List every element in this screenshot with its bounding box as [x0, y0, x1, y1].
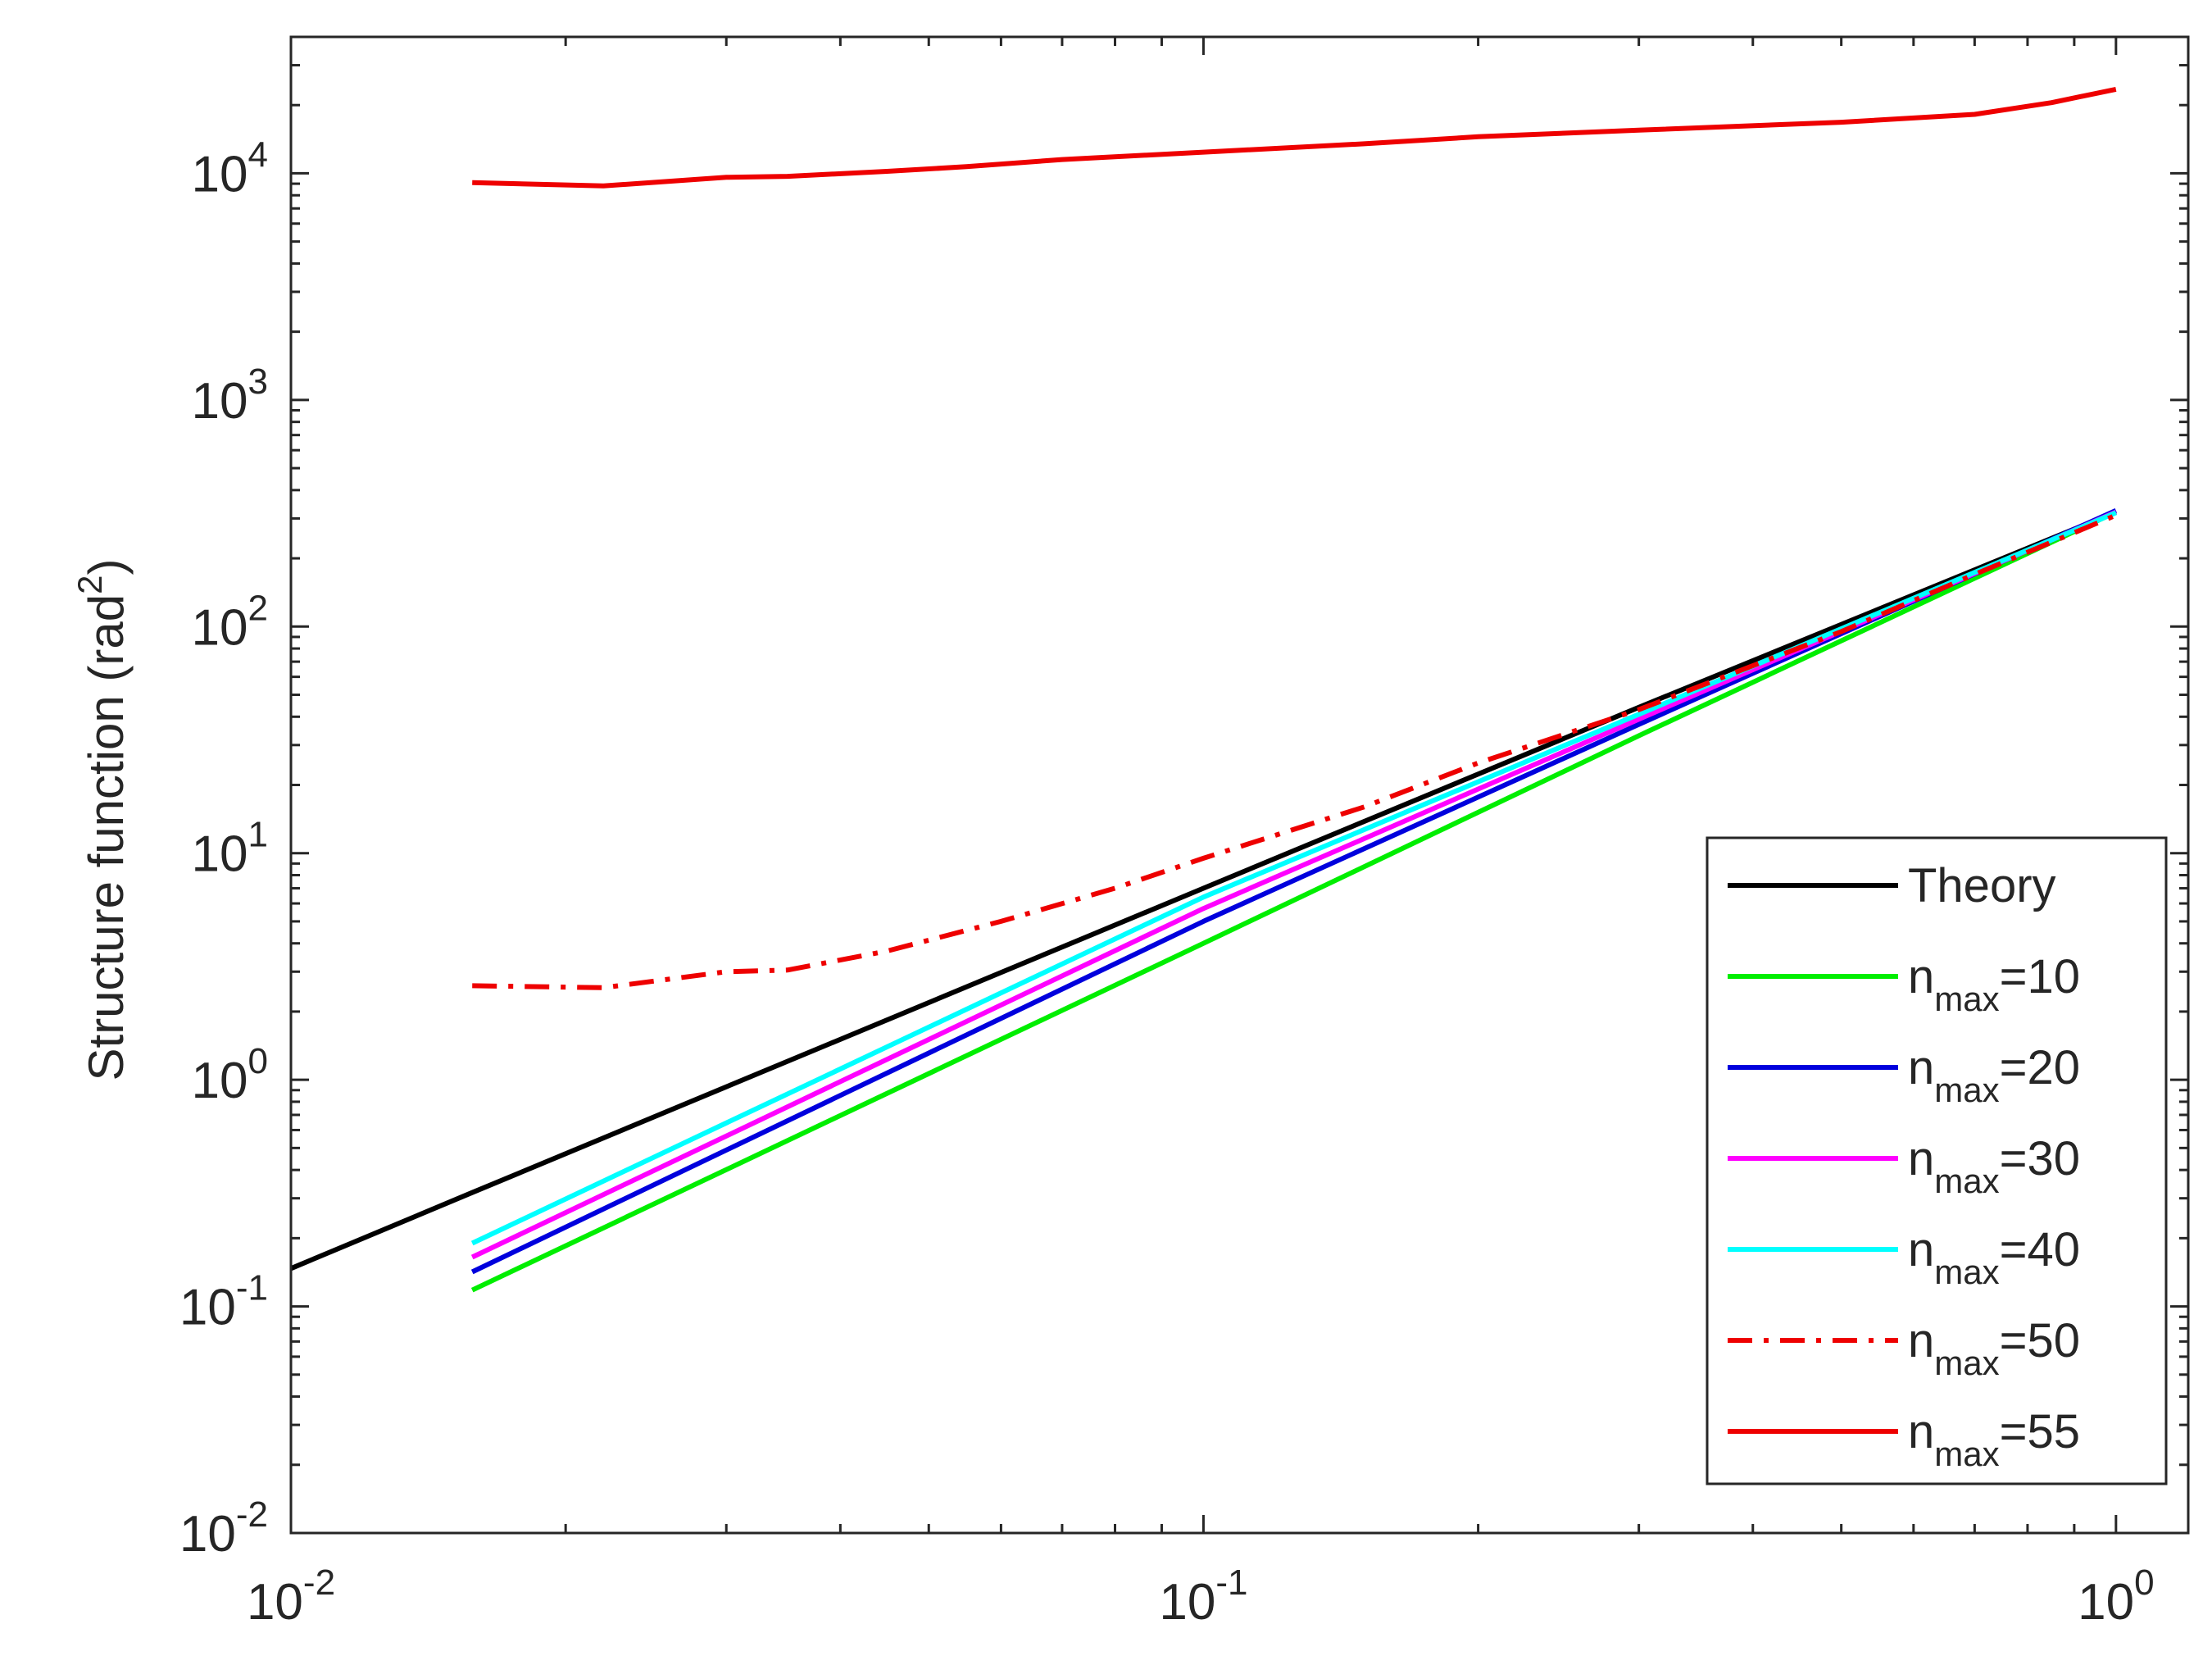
legend-label-5: nmax=50 [1908, 1314, 2080, 1382]
y-axis-label: Structure function (rad2) [70, 559, 134, 1081]
y-tick-label--2: 10-2 [179, 1494, 268, 1563]
series-line-4 [470, 510, 2117, 1246]
series-line-0 [289, 509, 2117, 1271]
series-line-1 [470, 509, 2118, 1293]
plot-lines [289, 86, 2118, 1293]
x-tick-label-0: 100 [2078, 1563, 2154, 1631]
legend-label-0: Theory [1908, 859, 2056, 912]
y-tick-label-1: 101 [192, 815, 268, 883]
series-line-5 [472, 512, 2117, 990]
legend-label-6: nmax=55 [1908, 1405, 2080, 1473]
x-tick-label--1: 10-1 [1159, 1563, 1247, 1631]
legend-label-2: nmax=20 [1908, 1041, 2080, 1109]
y-tick-label-4: 104 [192, 134, 268, 202]
y-tick-label-0: 100 [192, 1041, 268, 1109]
ticks [289, 35, 2188, 1535]
legend-label-4: nmax=40 [1908, 1223, 2080, 1291]
y-tick-label-3: 103 [192, 362, 268, 430]
legend: Theory nmax=10 nmax=20 nmax=30 nmax=40 nmax=5… [1706, 836, 2168, 1485]
tick-labels: 10-2 10-1 100 10-2 10-1 100 101 102 103 104 [179, 134, 2155, 1631]
x-tick-label--2: 10-2 [247, 1563, 335, 1631]
legend-label-3: nmax=30 [1908, 1132, 2080, 1200]
y-tick-label-2: 102 [192, 588, 268, 656]
legend-label-1: nmax=10 [1908, 950, 2080, 1018]
y-tick-label--1: 10-1 [179, 1268, 268, 1336]
series-line-6 [472, 86, 2117, 189]
